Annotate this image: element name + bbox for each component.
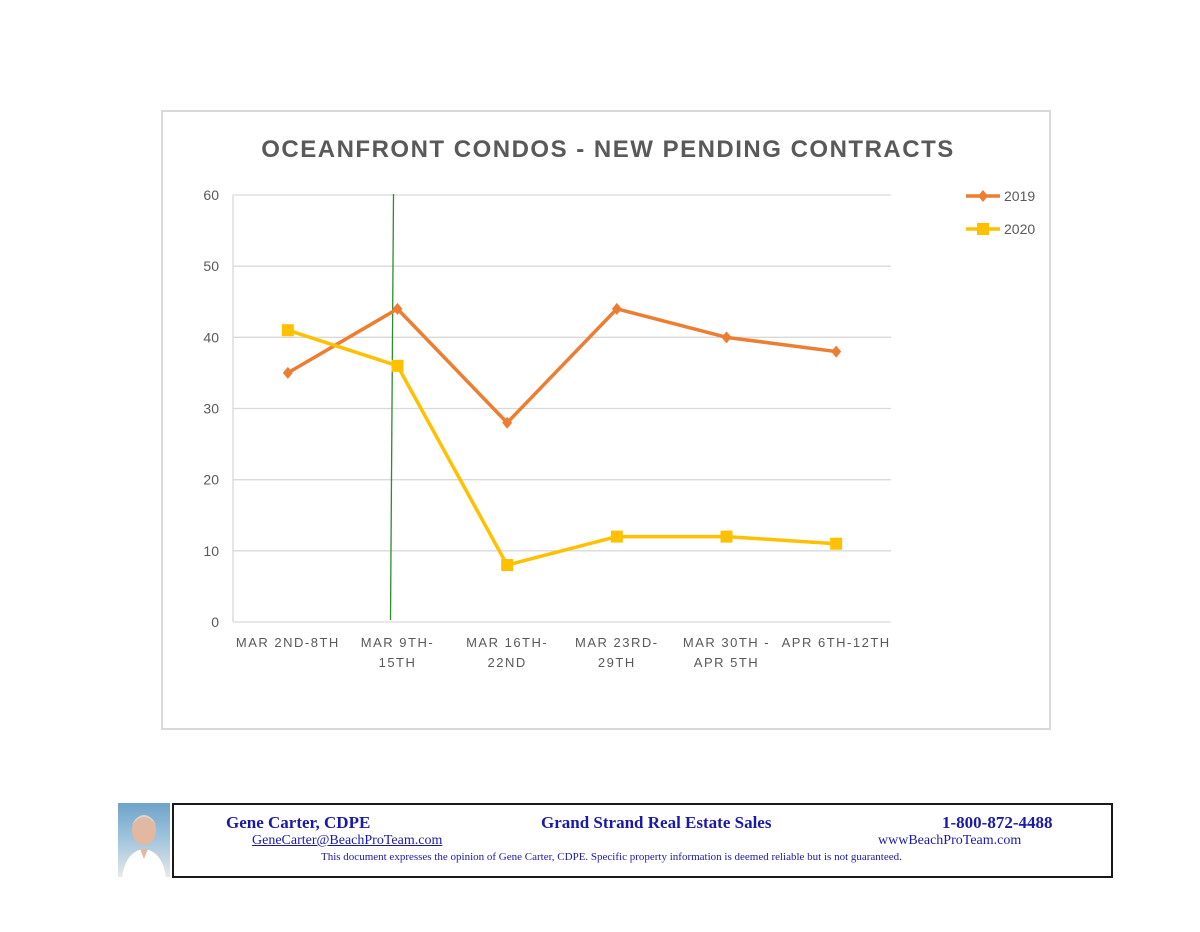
y-tick-label: 40 [203,329,219,345]
y-tick-label: 30 [203,401,219,417]
series-line-2019 [286,307,838,425]
agent-name: Gene Carter, CDPE [226,813,371,832]
data-point-2019 [831,345,842,358]
legend-label: 2019 [1004,188,1035,204]
x-tick-label: MAR 9TH- [361,635,434,650]
data-point-2020 [501,559,514,572]
company-name: Grand Strand Real Estate Sales [541,813,772,832]
data-point-2020 [720,530,733,543]
data-point-2020 [610,530,623,543]
legend-marker-2020 [977,223,989,235]
legend-marker-2019 [978,190,988,202]
x-tick-label: APR 6TH-12TH [782,635,891,650]
x-tick-label: MAR 16TH- [466,635,548,650]
email-link[interactable]: GeneCarter@BeachProTeam.com [252,833,443,848]
x-tick-label: 15TH [379,655,417,670]
y-tick-label: 10 [203,543,219,559]
data-point-2019 [392,302,403,315]
data-point-2020 [391,359,404,372]
data-point-2019 [721,331,732,344]
website-link[interactable]: wwwBeachProTeam.com [878,833,1022,848]
chart-frame: OCEANFRONT CONDOS - NEW PENDING CONTRACT… [161,110,1051,730]
phone-number: 1-800-872-4488 [942,813,1053,832]
data-point-2020 [830,537,843,550]
series-line-2020 [286,328,838,567]
x-tick-label: 22ND [488,655,527,670]
data-point-2020 [281,324,294,337]
x-tick-label: MAR 23RD- [575,635,659,650]
data-point-2019 [502,416,513,429]
agent-photo [118,803,170,877]
legend-label: 2020 [1004,221,1035,237]
x-tick-label: MAR 2ND-8TH [236,635,340,650]
marker-line [389,193,395,621]
x-tick-label: MAR 30TH - [683,635,770,650]
chart-title: OCEANFRONT CONDOS - NEW PENDING CONTRACT… [261,136,955,163]
line-chart: OCEANFRONT CONDOS - NEW PENDING CONTRACT… [203,136,1035,670]
y-tick-label: 60 [203,187,219,203]
y-tick-label: 20 [203,472,219,488]
x-tick-label: APR 5TH [694,655,759,670]
data-point-2019 [611,302,622,315]
x-tick-label: 29TH [598,655,636,670]
disclaimer-text: This document expresses the opinion of G… [321,851,902,863]
y-tick-label: 0 [211,614,219,630]
y-tick-label: 50 [203,258,219,274]
data-point-2019 [282,366,293,379]
contact-footer: Gene Carter, CDPE Grand Strand Real Esta… [172,803,1113,878]
